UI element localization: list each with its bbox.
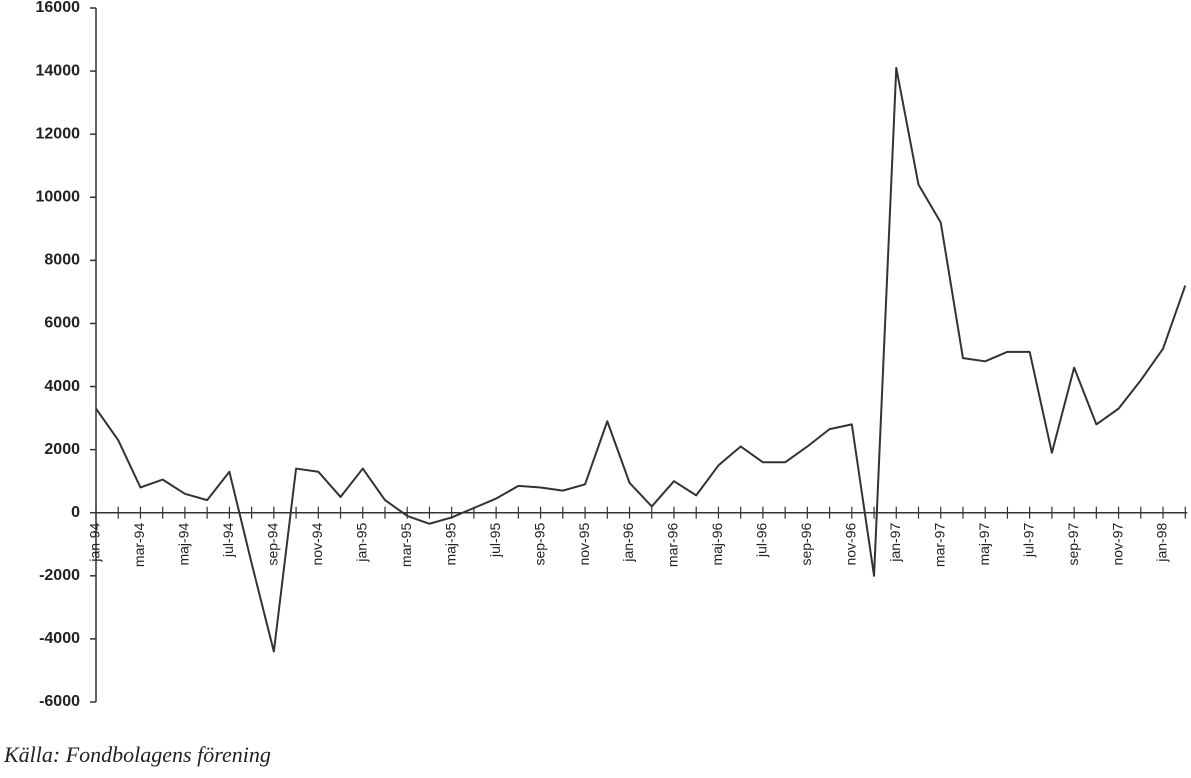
x-tick-label: maj-96 (709, 523, 725, 566)
y-tick-label: 2000 (44, 441, 80, 458)
x-tick-label: jan-98 (1154, 523, 1170, 563)
x-tick-label: jul-96 (754, 523, 770, 558)
x-tick-label: jan-96 (620, 523, 636, 563)
x-tick-label: mar-95 (398, 523, 414, 568)
x-tick-label: mar-96 (665, 523, 681, 568)
y-tick-label: -2000 (39, 567, 80, 584)
x-tick-label: maj-95 (442, 523, 458, 566)
x-tick-label: jan-97 (887, 523, 903, 563)
x-tick-label: mar-97 (931, 523, 947, 568)
source-note: Källa: Fondbolagens förening (3, 742, 271, 767)
x-tick-label: sep-97 (1065, 523, 1081, 566)
x-tick-label: maj-97 (976, 523, 992, 566)
y-tick-label: 12000 (36, 125, 81, 142)
x-tick-label: sep-96 (798, 523, 814, 566)
x-tick-label: nov-97 (1109, 523, 1125, 566)
y-tick-label: -4000 (39, 630, 80, 647)
y-tick-label: 14000 (36, 62, 81, 79)
x-tick-label: nov-96 (843, 523, 859, 566)
y-tick-label: 8000 (44, 252, 80, 269)
x-tick-label: jul-97 (1020, 523, 1036, 558)
y-tick-label: -6000 (39, 693, 80, 710)
x-tick-label: mar-94 (131, 523, 147, 568)
x-tick-label: sep-94 (265, 523, 281, 566)
y-tick-label: 0 (71, 504, 80, 521)
x-tick-label: jan-95 (353, 523, 369, 563)
y-tick-label: 10000 (36, 188, 81, 205)
x-tick-label: jul-95 (487, 523, 503, 558)
x-tick-label: jul-94 (220, 523, 236, 558)
y-tick-label: 16000 (36, 0, 81, 16)
x-tick-label: sep-95 (531, 523, 547, 566)
y-tick-label: 6000 (44, 315, 80, 332)
data-line (95, 66, 1187, 653)
x-tick-label: jan-94 (87, 523, 103, 563)
x-tick-label: maj-94 (176, 523, 192, 566)
x-tick-label: nov-94 (309, 523, 325, 566)
y-tick-label: 4000 (44, 378, 80, 395)
x-tick-label: nov-95 (576, 523, 592, 566)
